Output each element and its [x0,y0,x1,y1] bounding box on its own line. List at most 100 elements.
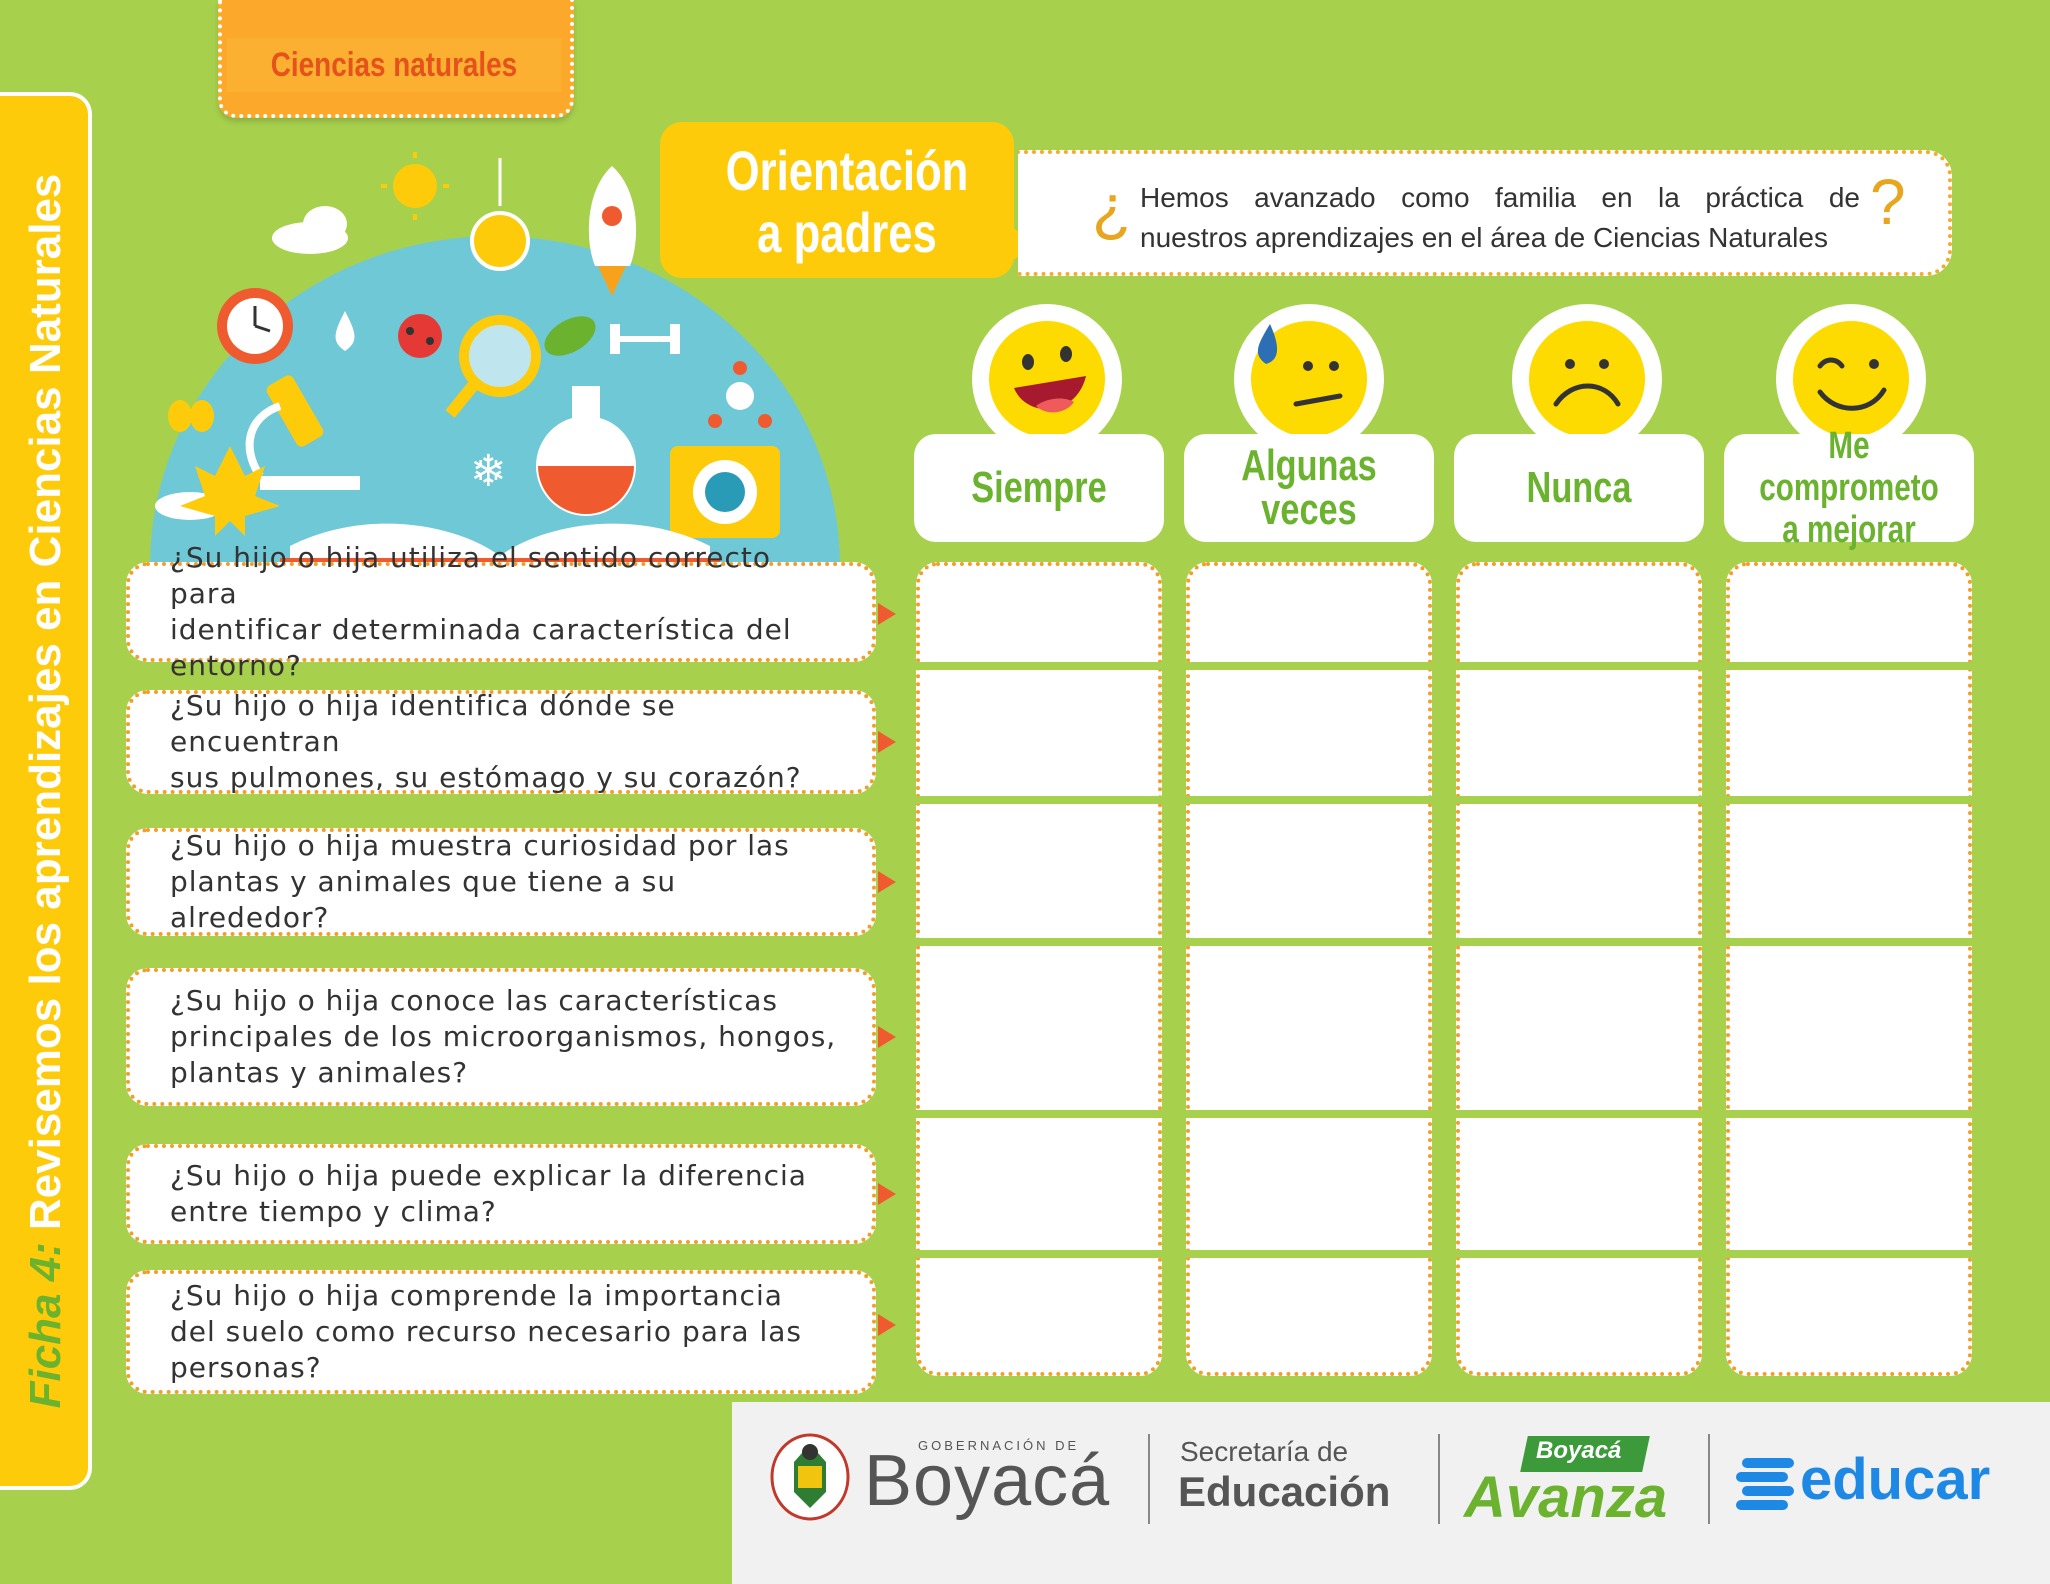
question-line: plantas y animales que tiene a su alrede… [170,865,677,934]
answer-cell-q6-nunca[interactable] [1460,1258,1698,1372]
column-label-algunas-veces: Algunas veces [1241,441,1377,534]
answer-cell-q4-me-comprometo[interactable] [1730,946,1968,1110]
magnifier-icon [445,315,541,418]
logo-separator [1438,1434,1440,1524]
subject-tab: Ciencias naturales [226,38,562,92]
column-label-line1: Me comprometo [1759,425,1939,509]
answer-cell-q6-me-comprometo[interactable] [1730,1258,1968,1372]
answer-column-siempre [916,562,1162,1376]
question-line: ¿Su hijo o hija utiliza el sentido corre… [170,541,772,610]
ladybug-icon [398,314,442,358]
clock-icon [217,288,293,364]
molecule-icon [708,361,772,428]
orientation-box [660,122,1014,278]
footer-logos [732,1402,2050,1584]
avanza-badge-text: Boyacá [1536,1437,1622,1464]
logo-separator [1708,1434,1710,1524]
question-line: plantas y animales? [170,1056,469,1089]
orientation-line2: a padres [757,201,937,264]
answer-cell-q5-me-comprometo[interactable] [1730,1118,1968,1250]
butterfly-icon [168,400,214,432]
question-box-5: ¿Su hijo o hija puede explicar la difere… [126,1144,876,1244]
question-box-4: ¿Su hijo o hija conoce las característic… [126,968,876,1106]
orientation-title: Orientación a padres [718,140,975,270]
arrow-right-icon [878,731,896,753]
answer-cell-q1-algunas-veces[interactable] [1190,566,1428,662]
leaf-icon [544,316,596,356]
question-box-3: ¿Su hijo o hija muestra curiosidad por l… [126,828,876,936]
open-question-mark: ¿ [1092,171,1132,243]
question-text: ¿Su hijo o hija utiliza el sentido corre… [170,540,842,684]
answer-cell-q4-siempre[interactable] [920,946,1158,1110]
column-label-siempre: Siempre [971,463,1107,512]
answer-cell-q3-nunca[interactable] [1460,804,1698,938]
answer-cell-q5-nunca[interactable] [1460,1118,1698,1250]
sweating-face-icon [1251,321,1367,437]
rocket-icon [588,166,637,296]
answer-column-me-comprometo [1726,562,1972,1376]
answer-cell-q2-algunas-veces[interactable] [1190,670,1428,796]
question-line: ¿Su hijo o hija muestra curiosidad por l… [170,829,790,862]
question-text: ¿Su hijo o hija muestra curiosidad por l… [170,828,842,936]
sad-face-icon [1529,321,1645,437]
science-illustration: ❄ [150,152,840,566]
avanza-logo-text: Avanza [1464,1465,1668,1530]
question-line: ¿Su hijo o hija puede explicar la difere… [170,1159,807,1192]
question-line: personas? [170,1351,322,1384]
answer-cell-q3-siempre[interactable] [920,804,1158,938]
answer-column-algunas-veces [1186,562,1432,1376]
answer-cell-q3-algunas-veces[interactable] [1190,804,1428,938]
answer-cell-q6-siempre[interactable] [920,1258,1158,1372]
educar-logo-icon [1736,1458,1794,1510]
column-header-box [914,434,1164,542]
column-header-box [1184,434,1434,542]
question-line: del suelo como recurso necesario para la… [170,1315,802,1348]
row-divider [910,938,1980,946]
answer-cell-q2-nunca[interactable] [1460,670,1698,796]
side-title-text: Revisemos los aprendizajes en Ciencias N… [21,173,70,1231]
maple-leaf-icon [180,446,280,536]
answer-cell-q1-nunca[interactable] [1460,566,1698,662]
answer-cell-q1-me-comprometo[interactable] [1730,566,1968,662]
sun-icon [381,152,449,220]
winking-face-icon [1793,321,1909,437]
educacion-label: Educación [1178,1468,1391,1515]
microscope-icon [245,375,360,490]
question-text: ¿Su hijo o hija comprende la importancia… [170,1278,842,1386]
answer-cell-q6-algunas-veces[interactable] [1190,1258,1428,1372]
header-question-text: Hemos avanzado como familia en la prácti… [1140,178,1860,258]
header-question-box [1018,150,1952,276]
arrow-right-icon [878,603,896,625]
question-box-6: ¿Su hijo o hija comprende la importancia… [126,1270,876,1394]
answer-cell-q2-me-comprometo[interactable] [1730,670,1968,796]
question-line: identificar determinada característica d… [170,613,792,682]
question-line: entre tiempo y clima? [170,1195,497,1228]
ficha-number: Ficha 4: [21,1242,70,1409]
answer-cell-q5-siempre[interactable] [920,1118,1158,1250]
question-text: ¿Su hijo o hija conoce las característic… [170,983,842,1091]
lightbulb-icon [470,158,530,271]
arrow-right-icon [878,871,896,893]
side-bar [0,92,92,1490]
answer-cell-q4-algunas-veces[interactable] [1190,946,1428,1110]
answer-column-nunca [1456,562,1702,1376]
question-line: sus pulmones, su estómago y su corazón? [170,761,802,794]
answer-cell-q1-siempre[interactable] [920,566,1158,662]
column-label-line2: a mejorar [1782,509,1916,551]
answer-cell-q5-algunas-veces[interactable] [1190,1118,1428,1250]
answer-cell-q4-nunca[interactable] [1460,946,1698,1110]
row-divider [910,662,1980,670]
answer-cell-q2-siempre[interactable] [920,670,1158,796]
column-label-nunca: Nunca [1526,463,1632,512]
logo-separator [1148,1434,1150,1524]
coat-of-arms-icon [770,1433,850,1521]
laughing-face-icon [989,321,1105,437]
snowflake-icon: ❄ [470,446,507,497]
gobernacion-label: GOBERNACIÓN DE [918,1438,1080,1453]
arrow-right-icon [878,1026,896,1048]
question-text: ¿Su hijo o hija identifica dónde se encu… [170,688,842,796]
answer-cell-q3-me-comprometo[interactable] [1730,804,1968,938]
educar-logo-text: educar [1800,1447,1991,1512]
column-header-box [1454,434,1704,542]
row-divider [910,1250,1980,1258]
